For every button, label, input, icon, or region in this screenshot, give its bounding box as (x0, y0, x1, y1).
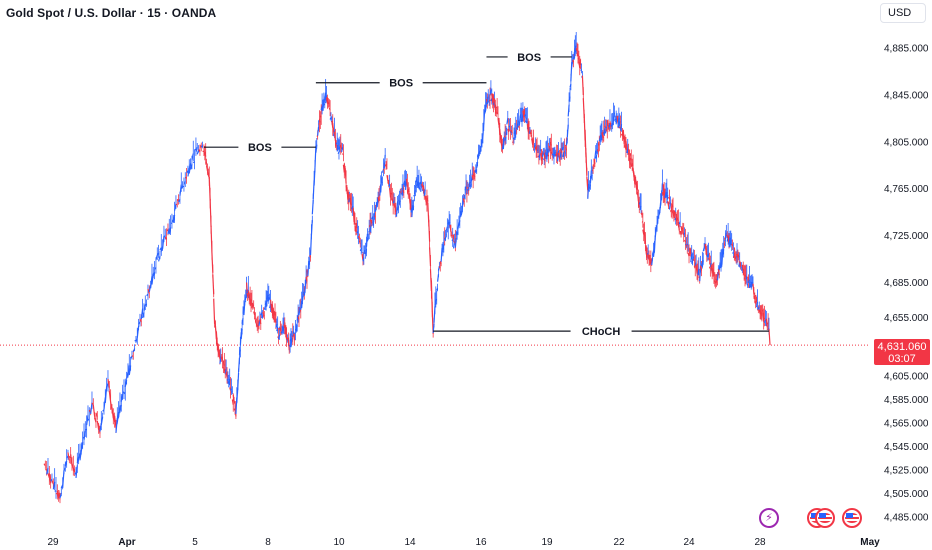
y-tick-label: 4,605.000 (884, 372, 929, 383)
y-tick-label: 4,545.000 (884, 442, 929, 453)
y-tick-label: 4,525.000 (884, 465, 929, 476)
annotation-label: BOS (248, 142, 272, 154)
y-tick-label: 4,845.000 (884, 90, 929, 101)
us-flag-event-icon[interactable] (815, 508, 835, 528)
time-axis: 29 Apr 5 8 10 14 16 19 22 24 28 May (47, 537, 880, 548)
price-series (43, 31, 771, 504)
y-tick-label: 4,805.000 (884, 137, 929, 148)
annotation-label: BOS (517, 52, 541, 64)
x-tick-label: 22 (613, 537, 625, 548)
x-tick-label: May (860, 537, 880, 548)
bar-countdown: 03:07 (888, 353, 916, 365)
y-tick-label: 4,485.000 (884, 512, 929, 523)
current-price-label: 4,631.060 03:07 (874, 339, 930, 365)
y-tick-label: 4,685.000 (884, 278, 929, 289)
price-axis: 4,885.000 4,845.000 4,805.000 4,765.000 4,72… (884, 44, 929, 524)
x-tick-label: 19 (541, 537, 553, 548)
annotation-label: BOS (389, 78, 413, 90)
x-tick-label: Apr (118, 537, 135, 548)
x-tick-label: 14 (404, 537, 416, 548)
x-tick-label: 24 (683, 537, 695, 548)
price-segment (768, 328, 771, 346)
currency-button[interactable]: USD (880, 3, 926, 23)
x-tick-label: 16 (475, 537, 487, 548)
lightning-event-icon[interactable]: ⚡ (759, 508, 779, 528)
us-flag-event-icon[interactable] (842, 508, 862, 528)
y-tick-label: 4,565.000 (884, 419, 929, 430)
current-price-value: 4,631.060 (877, 341, 927, 353)
price-segment (237, 372, 240, 391)
y-tick-label: 4,765.000 (884, 184, 929, 195)
chart-title: Gold Spot / U.S. Dollar · 15 · OANDA (6, 6, 217, 20)
annotation-label: CHoCH (582, 326, 621, 338)
y-tick-label: 4,505.000 (884, 489, 929, 500)
x-tick-label: 5 (192, 537, 198, 548)
x-tick-label: 29 (47, 537, 59, 548)
x-tick-label: 28 (754, 537, 766, 548)
y-tick-label: 4,585.000 (884, 395, 929, 406)
x-tick-label: 8 (265, 537, 271, 548)
x-tick-label: 10 (333, 537, 345, 548)
y-tick-label: 4,885.000 (884, 44, 929, 55)
y-tick-label: 4,655.000 (884, 313, 929, 324)
annotations: BOS BOS BOS CHoCH (203, 52, 769, 338)
y-tick-label: 4,725.000 (884, 231, 929, 242)
